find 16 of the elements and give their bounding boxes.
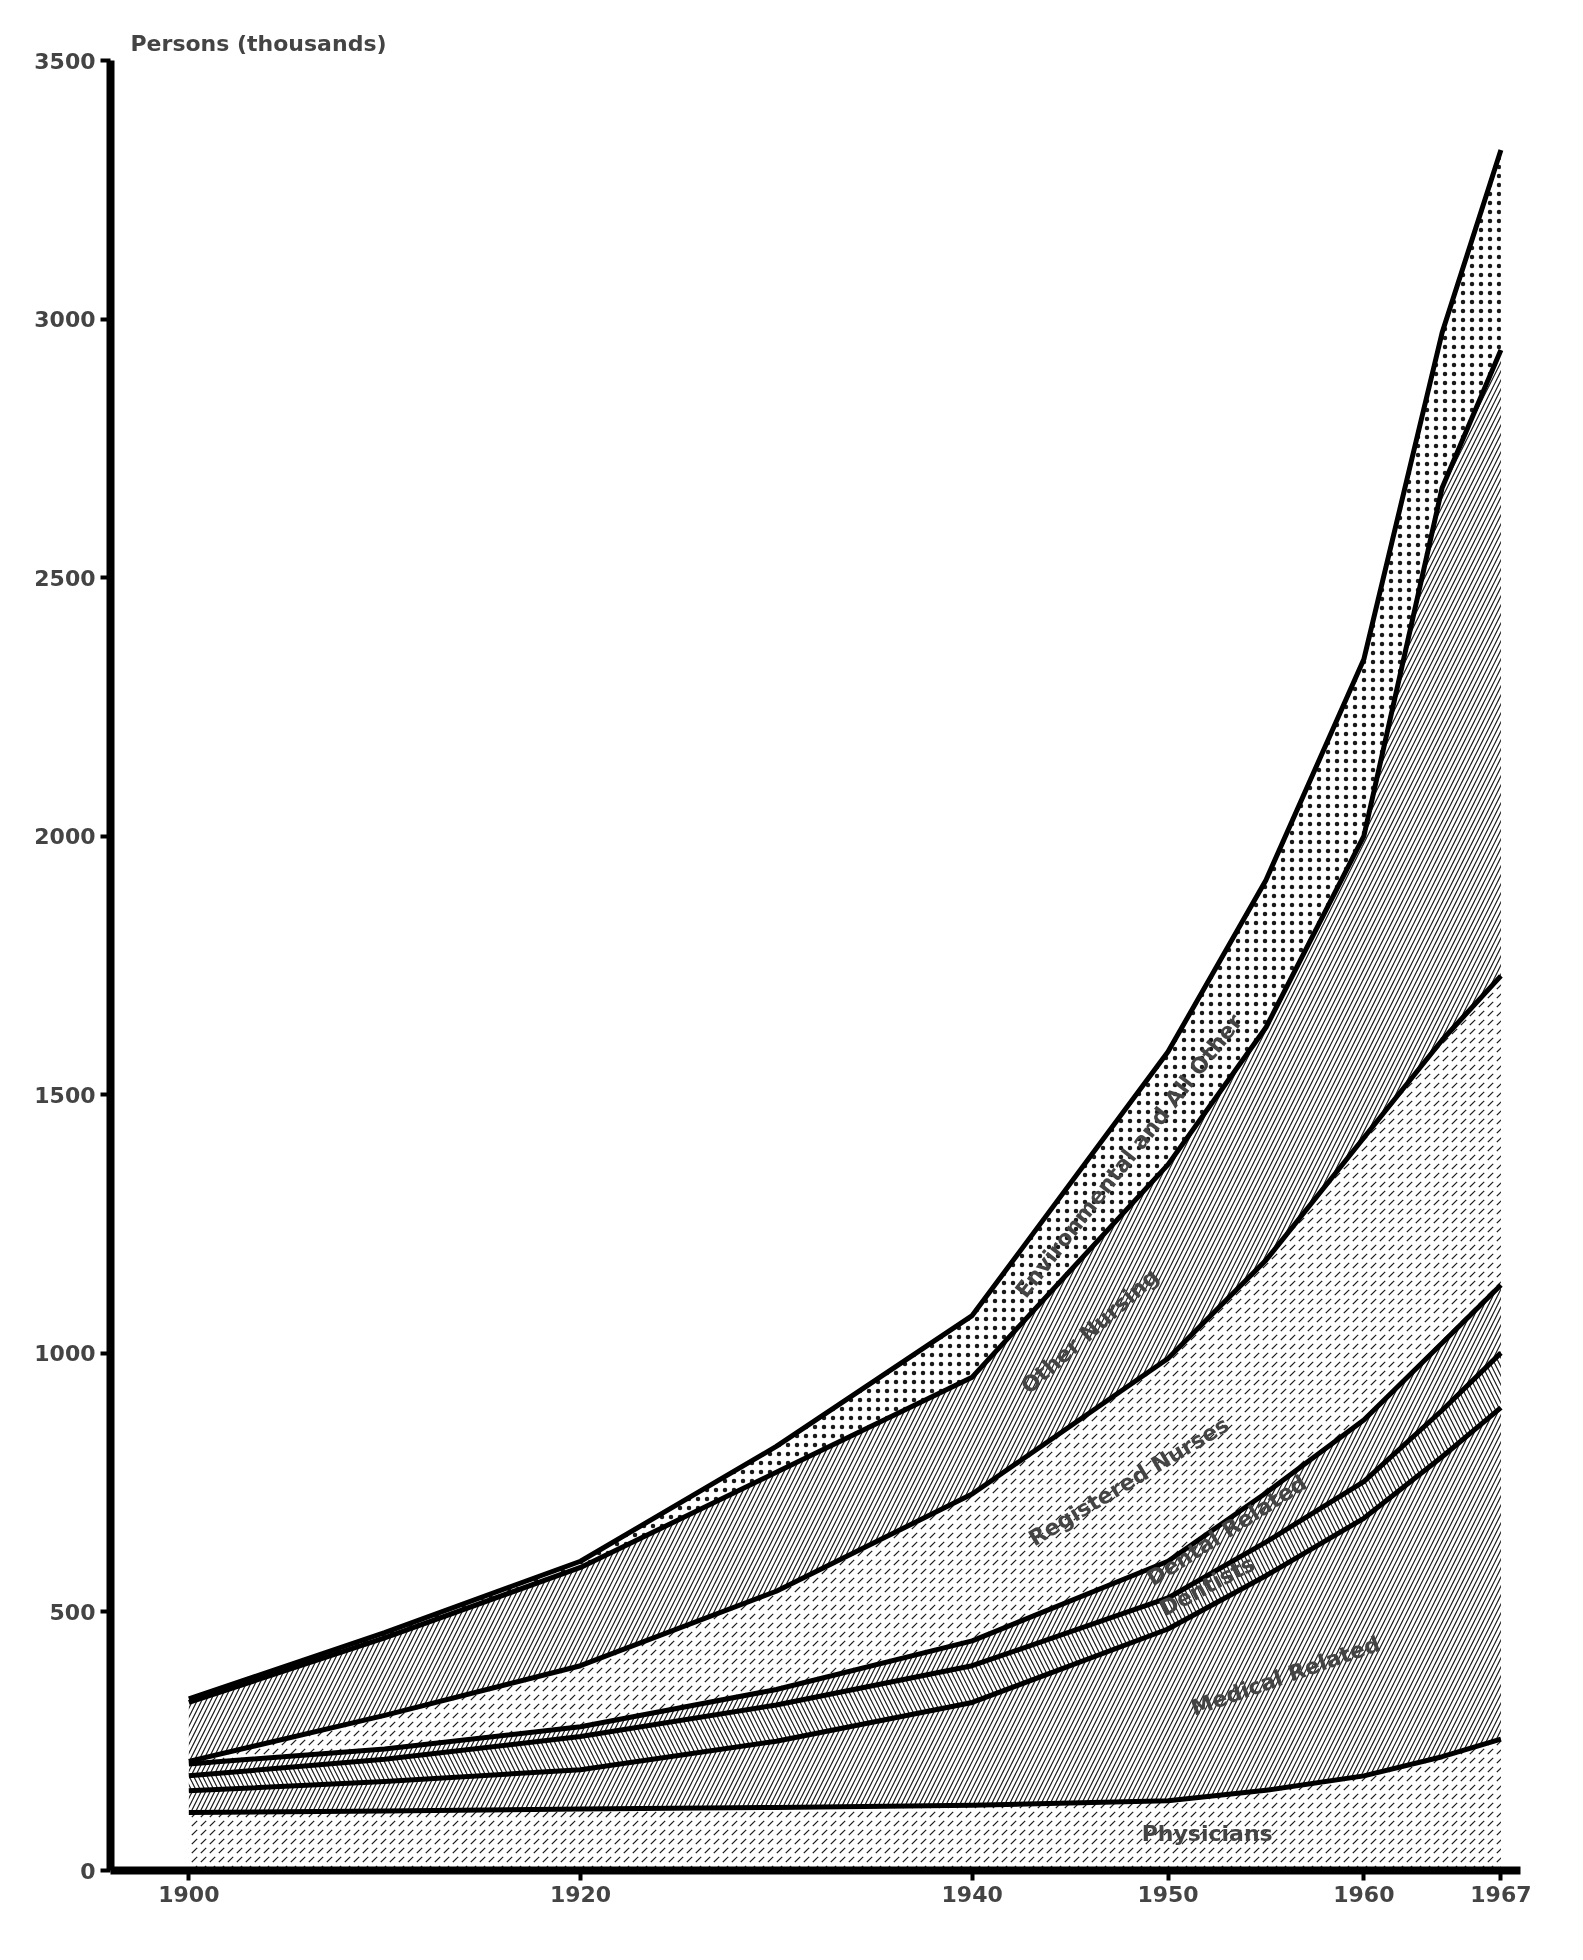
- y-tick-label: 3500: [34, 48, 96, 74]
- y-tick-label: 1500: [34, 1082, 96, 1108]
- series-label: Physicians: [1141, 1821, 1273, 1847]
- x-tick-label: 1950: [1137, 1881, 1199, 1907]
- y-tick-label: 3000: [34, 307, 96, 333]
- x-tick-label: 1940: [941, 1881, 1003, 1907]
- x-tick-label: 1900: [158, 1881, 220, 1907]
- x-tick-label: 1920: [549, 1881, 612, 1907]
- y-tick-label: 2500: [34, 565, 96, 591]
- y-tick-label: 500: [49, 1599, 96, 1625]
- y-tick-label: 2000: [34, 824, 96, 850]
- x-tick-label: 1967: [1470, 1881, 1532, 1907]
- y-tick-label: 0: [80, 1858, 96, 1884]
- y-axis-title: Persons (thousands): [130, 30, 387, 56]
- x-tick-label: 1960: [1333, 1881, 1395, 1907]
- y-tick-label: 1000: [34, 1341, 96, 1367]
